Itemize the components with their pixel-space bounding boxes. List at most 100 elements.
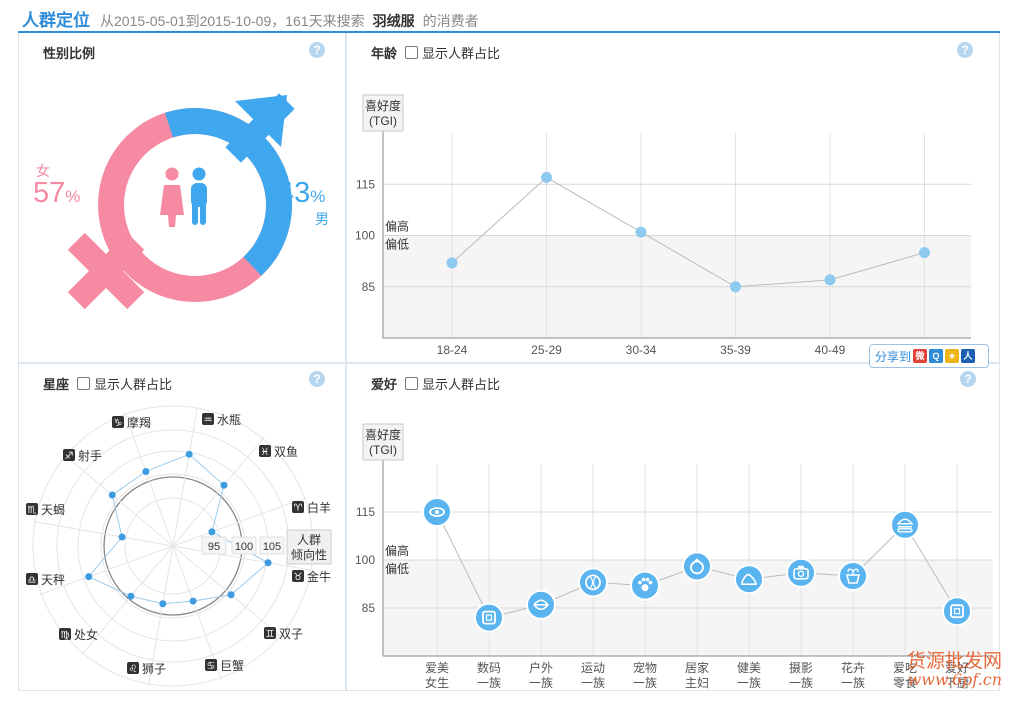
age-ytick-label: 100 bbox=[355, 229, 375, 243]
help-icon[interactable]: ? bbox=[309, 371, 325, 387]
renren-share-icon[interactable]: 人 bbox=[961, 349, 976, 363]
radar-data-point bbox=[227, 591, 235, 599]
radar-spoke bbox=[81, 545, 174, 656]
sign-name: 白羊 bbox=[307, 500, 331, 515]
qzone-share-icon[interactable]: Q bbox=[929, 349, 944, 363]
help-icon[interactable]: ? bbox=[309, 42, 325, 58]
male-label: 男 bbox=[315, 211, 329, 227]
female-percent: 57% bbox=[33, 177, 81, 209]
radar-legend-box bbox=[286, 529, 332, 565]
radar-spoke bbox=[172, 496, 307, 547]
male-percent: 43% bbox=[278, 177, 326, 209]
hobby-x-label: 户外 bbox=[529, 660, 553, 675]
hobby-data-point bbox=[682, 551, 712, 582]
age-ytick-label: 85 bbox=[362, 280, 376, 294]
sign-name: 巨蟹 bbox=[220, 658, 244, 673]
hobby-tgi-label: 喜好度 bbox=[365, 427, 401, 442]
plant-icon bbox=[847, 568, 859, 575]
search-keyword: 羽绒服 bbox=[372, 13, 415, 29]
aquarius-icon-glyph: ♒ bbox=[204, 415, 213, 426]
hobby-low-label: 偏低 bbox=[385, 561, 409, 576]
paw-icon bbox=[638, 580, 642, 585]
constellation-share-checkbox[interactable] bbox=[77, 377, 91, 390]
hobby-ytick-label: 100 bbox=[355, 553, 375, 567]
age-x-label: 40-49 bbox=[815, 343, 846, 357]
hobby-x-label: 居家 bbox=[685, 660, 709, 675]
paw-icon bbox=[641, 577, 646, 582]
leaf-icon bbox=[533, 599, 550, 611]
age-data-point bbox=[635, 226, 647, 238]
home-icon bbox=[690, 558, 704, 566]
hobby-x-label: 一族 bbox=[477, 676, 501, 690]
hobby-data-point bbox=[474, 602, 504, 633]
age-series-line bbox=[451, 176, 925, 288]
age-tgi-label: 喜好度 bbox=[365, 98, 401, 113]
sign-label-capricorn: ♑ 摩羯 bbox=[112, 415, 151, 430]
hobby-share-checkbox-label[interactable]: 显示人群占比 bbox=[422, 377, 501, 392]
hobby-chart: 85100115喜好度(TGI)偏高偏低爱美女生数码一族户外一族运动一族宠物一族… bbox=[355, 423, 993, 690]
capricorn-icon bbox=[112, 416, 124, 428]
share-bar: 分享到 微 Q ★ 人 bbox=[869, 344, 989, 368]
pisces-icon-glyph: ♓ bbox=[261, 447, 270, 458]
scorpio-icon-glyph: ♏ bbox=[28, 505, 37, 516]
aries-icon bbox=[292, 501, 304, 513]
age-data-point bbox=[541, 171, 552, 183]
hobby-x-label: 爱吃 bbox=[893, 661, 917, 675]
eye-icon bbox=[429, 507, 445, 517]
sign-name: 金牛 bbox=[307, 569, 331, 584]
radar-data-point bbox=[189, 597, 197, 605]
radar-scale-label: 105 bbox=[263, 541, 281, 553]
age-share-checkbox[interactable] bbox=[405, 46, 419, 59]
hobby-data-point bbox=[890, 509, 920, 540]
hobby-x-label: 一族 bbox=[841, 676, 865, 690]
sign-name: 处女 bbox=[74, 627, 98, 642]
age-high-label: 偏高 bbox=[385, 219, 409, 234]
sign-name: 天秤 bbox=[41, 573, 65, 587]
hobby-tgi-box bbox=[362, 423, 404, 461]
sign-label-taurus: ♉ 金牛 bbox=[292, 569, 331, 584]
hobby-x-label: 主妇 bbox=[685, 676, 709, 690]
hobby-x-label: 运动 bbox=[581, 661, 605, 675]
sign-name: 双子 bbox=[279, 627, 303, 641]
leo-icon-glyph: ♌ bbox=[129, 664, 138, 675]
radar-data-point bbox=[264, 559, 272, 567]
hobby-ytick-label: 85 bbox=[362, 601, 376, 615]
hobby-panel: 爱好 显示人群占比 ? 85 100 115 喜好度 (TGI) 偏高 偏低 爱美 女生 数码 一族… bbox=[346, 363, 1000, 691]
gemini-icon bbox=[264, 627, 276, 639]
radar-data-point bbox=[127, 592, 135, 600]
sign-label-aquarius: ♒ 水瓶 bbox=[202, 413, 241, 427]
help-icon[interactable]: ? bbox=[960, 371, 976, 387]
aries-icon-glyph: ♈ bbox=[294, 503, 303, 514]
age-share-checkbox-label[interactable]: 显示人群占比 bbox=[422, 46, 501, 61]
radar-spoke bbox=[172, 406, 199, 547]
leo-icon bbox=[127, 662, 139, 674]
constellation-share-checkbox-label[interactable]: 显示人群占比 bbox=[94, 377, 173, 392]
star-share-icon[interactable]: ★ bbox=[945, 349, 960, 363]
tablet-icon bbox=[950, 604, 964, 619]
libra-icon bbox=[26, 573, 38, 585]
ball-icon bbox=[589, 576, 597, 589]
hobby-data-point bbox=[942, 596, 972, 627]
paw-icon bbox=[641, 584, 649, 592]
fitness-icon bbox=[741, 573, 757, 585]
help-icon[interactable]: ? bbox=[957, 42, 973, 58]
page-subtitle: 从2015-05-01到2015-10-09，161天来搜索 bbox=[100, 13, 365, 29]
weibo-share-icon[interactable]: 微 bbox=[913, 349, 928, 363]
hobby-x-label: 数码 bbox=[477, 660, 501, 675]
hobby-share-checkbox[interactable] bbox=[405, 377, 419, 390]
watermark-line1: 货源批发网 bbox=[906, 650, 1002, 672]
scorpio-icon bbox=[26, 503, 38, 515]
age-low-label: 偏低 bbox=[385, 237, 409, 252]
gender-ring-male bbox=[98, 108, 292, 302]
paw-icon bbox=[648, 580, 653, 585]
age-tgi-unit-label: (TGI) bbox=[369, 114, 397, 128]
sign-label-virgo: ♍ 处女 bbox=[59, 627, 98, 642]
radar-legend-label: 人群 bbox=[297, 533, 321, 547]
camera-icon bbox=[798, 565, 804, 569]
radar-data-point bbox=[142, 467, 150, 475]
radar-scale-box bbox=[259, 536, 285, 555]
radar-spoke bbox=[123, 412, 174, 547]
cancer-icon-glyph: ♋ bbox=[207, 661, 216, 672]
page-subtitle-suffix: 的消费者 bbox=[422, 13, 479, 29]
